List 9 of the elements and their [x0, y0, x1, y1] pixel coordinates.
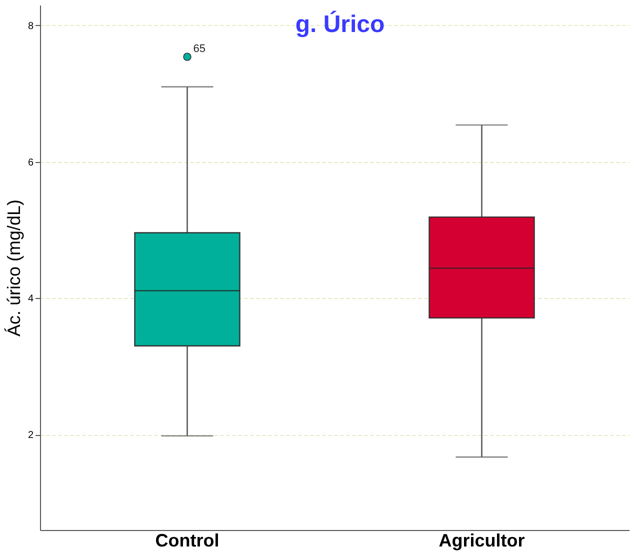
y-axis-title: Ác. úrico (mg/dL) — [4, 199, 24, 337]
y-tick-label: 8 — [28, 20, 34, 32]
chart-title: g. Úrico — [295, 10, 385, 38]
y-tick-label: 2 — [28, 430, 34, 442]
annotation: 65 — [193, 42, 206, 55]
x-tick-label: Control — [155, 530, 220, 550]
y-tick-label: 6 — [28, 157, 34, 168]
x-tick-label: Agricultor — [438, 530, 525, 550]
y-tick-label: 4 — [28, 294, 34, 305]
